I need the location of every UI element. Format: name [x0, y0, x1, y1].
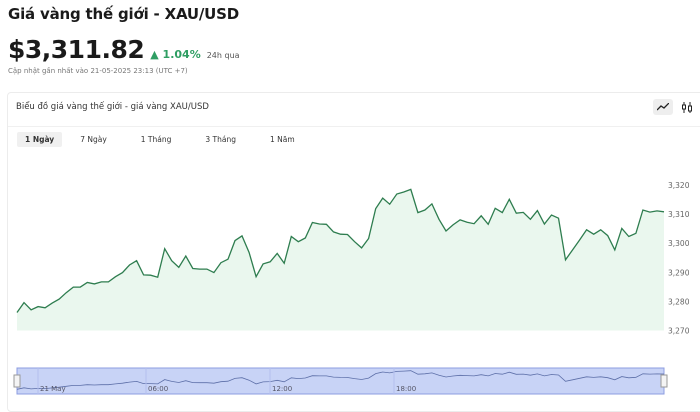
range-tabs: 1 Ngày 7 Ngày 1 Tháng 3 Tháng 1 Năm	[17, 132, 317, 147]
y-tick-label: 3,300	[668, 239, 690, 248]
last-updated: Cập nhật gần nhất vào 21-05-2025 23:13 (…	[8, 67, 188, 75]
navigator-label: 21 May	[40, 385, 66, 393]
tab-1-year[interactable]: 1 Năm	[269, 135, 295, 144]
page-title: Giá vàng thế giới - XAU/USD	[8, 5, 239, 23]
y-tick-label: 3,310	[668, 210, 690, 219]
price-change: ▲ 1.04%	[150, 48, 201, 61]
price-chart[interactable]: 3,320 3,310 3,300 3,290 3,280 3,270 21 May 06…	[0, 0, 700, 400]
current-price: $3,311.82	[8, 35, 145, 64]
divider	[8, 126, 700, 127]
y-tick-label: 3,290	[668, 268, 690, 277]
line-chart-icon[interactable]	[653, 99, 673, 115]
chart-title: Biểu đồ giá vàng thế giới - giá vàng XAU…	[16, 102, 209, 112]
tab-7-days[interactable]: 7 Ngày	[80, 135, 107, 144]
tab-1-month[interactable]: 1 Tháng	[140, 135, 172, 144]
tab-3-months[interactable]: 3 Tháng	[205, 135, 236, 144]
navigator-label: 18:00	[396, 385, 416, 393]
candlestick-icon[interactable]	[677, 99, 697, 115]
y-tick-label: 3,270	[668, 327, 690, 336]
change-period: 24h qua	[206, 51, 240, 60]
navigator-left-handle[interactable]	[13, 374, 21, 388]
y-tick-label: 3,280	[668, 297, 690, 306]
navigator[interactable]: 21 May 06:00 12:00 18:00	[13, 367, 668, 395]
navigator-right-handle[interactable]	[660, 374, 668, 388]
price-area-fill	[17, 189, 664, 331]
y-tick-label: 3,320	[668, 181, 690, 190]
navigator-label: 12:00	[272, 385, 292, 393]
price-line	[16, 188, 665, 313]
tab-1-day[interactable]: 1 Ngày	[17, 132, 63, 147]
navigator-line	[16, 370, 665, 390]
navigator-label: 06:00	[148, 385, 168, 393]
price-summary: $3,311.82 ▲ 1.04% 24h qua	[8, 35, 240, 64]
